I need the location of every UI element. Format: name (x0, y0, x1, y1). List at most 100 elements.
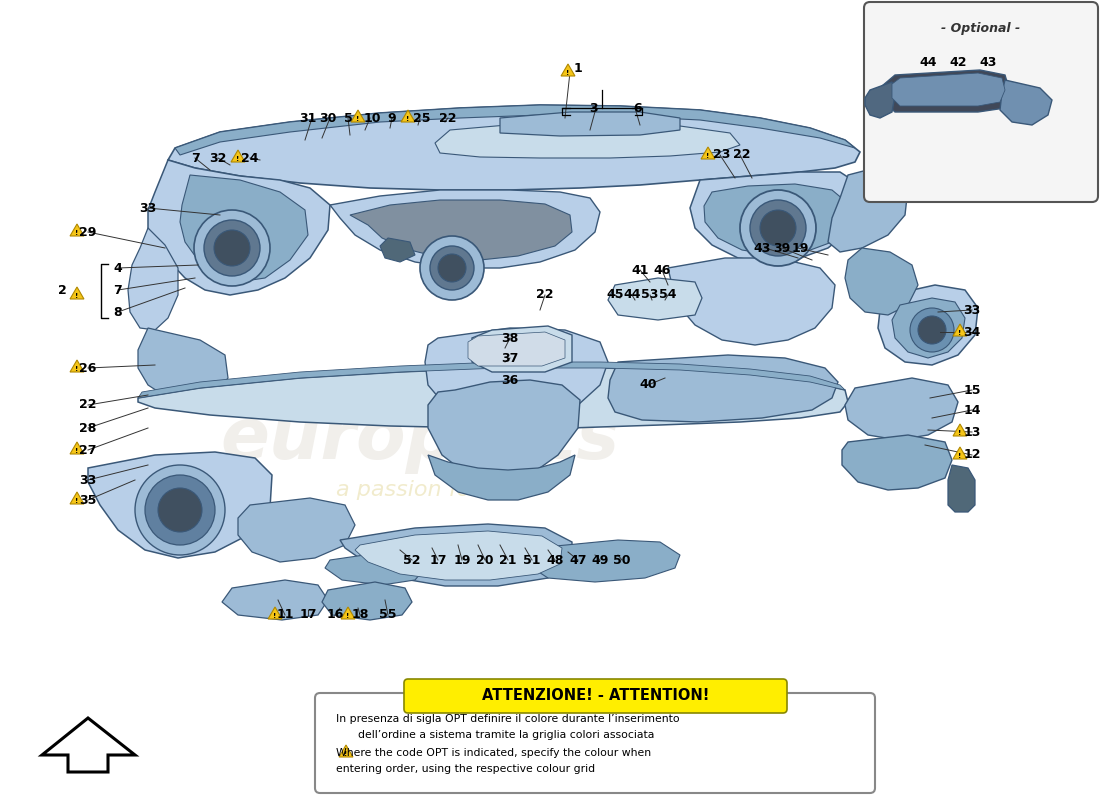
Text: 30: 30 (319, 111, 337, 125)
Polygon shape (128, 228, 178, 330)
Text: 49: 49 (592, 554, 608, 566)
Polygon shape (138, 328, 228, 402)
FancyBboxPatch shape (864, 2, 1098, 202)
Polygon shape (138, 362, 845, 398)
Text: 1: 1 (573, 62, 582, 74)
Text: 19: 19 (791, 242, 808, 254)
Text: !: ! (274, 614, 276, 619)
Text: !: ! (958, 330, 961, 336)
Text: 31: 31 (299, 111, 317, 125)
Text: dell’ordine a sistema tramite la griglia colori associata: dell’ordine a sistema tramite la griglia… (358, 730, 654, 740)
Text: !: ! (566, 70, 570, 76)
Polygon shape (180, 175, 308, 282)
Text: 11: 11 (276, 609, 294, 622)
Polygon shape (842, 435, 952, 490)
Polygon shape (70, 224, 84, 236)
Text: 33: 33 (964, 303, 980, 317)
Text: a passion for 1985: a passion for 1985 (337, 480, 543, 500)
Text: 53: 53 (641, 289, 659, 302)
Polygon shape (42, 718, 135, 772)
Text: - Optional -: - Optional - (942, 22, 1021, 35)
Text: 27: 27 (79, 443, 97, 457)
Text: entering order, using the respective colour grid: entering order, using the respective col… (336, 764, 595, 774)
Text: 22: 22 (537, 289, 553, 302)
Text: 46: 46 (653, 263, 671, 277)
Polygon shape (70, 287, 84, 299)
Text: 3: 3 (590, 102, 598, 114)
Polygon shape (701, 147, 715, 159)
Text: 40: 40 (639, 378, 657, 391)
Polygon shape (350, 200, 572, 260)
Text: 47: 47 (570, 554, 586, 566)
Polygon shape (138, 368, 848, 428)
Text: 37: 37 (502, 351, 519, 365)
Polygon shape (428, 455, 575, 500)
Polygon shape (175, 105, 855, 155)
Polygon shape (238, 498, 355, 562)
Circle shape (918, 316, 946, 344)
Polygon shape (168, 105, 860, 190)
Text: 29: 29 (79, 226, 97, 238)
Text: 28: 28 (79, 422, 97, 434)
Polygon shape (428, 380, 580, 482)
Text: 43: 43 (979, 55, 997, 69)
Text: 44: 44 (920, 55, 937, 69)
Text: 48: 48 (547, 554, 563, 566)
Text: 22: 22 (79, 398, 97, 411)
Polygon shape (561, 64, 575, 76)
Text: 26: 26 (79, 362, 97, 374)
Text: 20: 20 (476, 554, 494, 566)
Text: 7: 7 (113, 283, 122, 297)
Circle shape (420, 236, 484, 300)
Polygon shape (953, 447, 967, 459)
Polygon shape (953, 324, 967, 336)
Polygon shape (500, 112, 680, 136)
Circle shape (438, 254, 466, 282)
Text: 43: 43 (754, 242, 771, 254)
Polygon shape (865, 82, 895, 118)
Circle shape (750, 200, 806, 256)
Text: 22: 22 (439, 111, 456, 125)
Text: 55: 55 (379, 609, 397, 622)
Text: 41: 41 (631, 263, 649, 277)
Polygon shape (148, 160, 330, 295)
Text: europarts: europarts (220, 406, 619, 474)
Polygon shape (351, 110, 365, 122)
Polygon shape (434, 122, 740, 158)
Circle shape (910, 308, 954, 352)
Text: 44: 44 (624, 289, 640, 302)
Text: 16: 16 (327, 609, 343, 622)
Text: 23: 23 (713, 149, 730, 162)
Polygon shape (845, 248, 918, 315)
Circle shape (158, 488, 202, 532)
Text: !: ! (706, 154, 710, 159)
Polygon shape (268, 607, 282, 619)
Text: !: ! (344, 751, 348, 757)
Polygon shape (668, 258, 835, 345)
Polygon shape (704, 184, 850, 255)
Text: 15: 15 (964, 383, 981, 397)
Text: !: ! (76, 230, 78, 236)
Polygon shape (322, 582, 412, 620)
Polygon shape (1000, 80, 1052, 125)
Circle shape (204, 220, 260, 276)
Text: 45: 45 (606, 289, 624, 302)
Text: 33: 33 (79, 474, 97, 486)
Text: 35: 35 (79, 494, 97, 506)
Polygon shape (472, 326, 572, 372)
Text: In presenza di sigla OPT definire il colore durante l’inserimento: In presenza di sigla OPT definire il col… (336, 714, 680, 724)
Polygon shape (70, 492, 84, 504)
Text: 54: 54 (659, 289, 676, 302)
Text: 17: 17 (429, 554, 447, 566)
Circle shape (740, 190, 816, 266)
Text: 33: 33 (140, 202, 156, 214)
Text: 18: 18 (351, 609, 369, 622)
Text: !: ! (346, 614, 350, 619)
Text: 22: 22 (734, 149, 750, 162)
Text: 34: 34 (964, 326, 981, 338)
Polygon shape (878, 285, 978, 365)
Text: !: ! (76, 498, 78, 504)
Text: 32: 32 (209, 151, 227, 165)
Text: !: ! (406, 116, 409, 122)
Text: 51: 51 (524, 554, 541, 566)
